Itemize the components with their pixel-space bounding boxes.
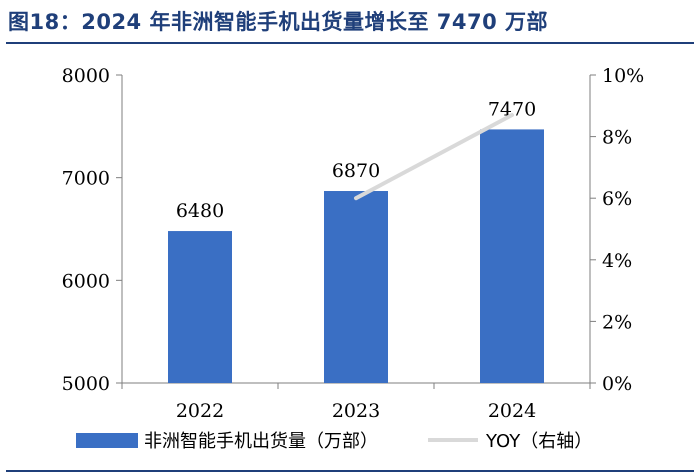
left-tick-label: 5000: [62, 373, 110, 395]
legend-line-label: YOY（右轴）: [485, 431, 592, 452]
bar-data-label: 6480: [176, 200, 224, 222]
title-divider: [6, 42, 694, 44]
x-tick-label: 2023: [332, 400, 380, 422]
x-tick-label: 2024: [488, 400, 536, 422]
bar-data-label: 7470: [488, 98, 536, 120]
left-tick-label: 6000: [62, 270, 110, 292]
bar: [168, 231, 232, 383]
bar: [480, 129, 544, 383]
legend-bar-label: 非洲智能手机出货量（万部）: [144, 431, 378, 452]
right-tick-label: 10%: [602, 65, 644, 87]
yoy-line: [354, 113, 514, 201]
left-tick-label: 8000: [62, 65, 110, 87]
right-tick-label: 8%: [602, 127, 632, 149]
right-tick-label: 6%: [602, 188, 632, 210]
bottom-divider: [6, 470, 694, 472]
right-tick-label: 0%: [602, 373, 632, 395]
bar-data-label: 6870: [332, 160, 380, 182]
legend-bar-swatch: [76, 433, 138, 448]
right-tick-label: 2%: [602, 311, 632, 333]
x-tick-label: 2022: [176, 400, 224, 422]
chart-title: 图18：2024 年非洲智能手机出货量增长至 7470 万部: [8, 10, 549, 34]
bar: [324, 191, 388, 383]
left-tick-label: 7000: [62, 168, 110, 190]
right-tick-label: 4%: [602, 250, 632, 272]
